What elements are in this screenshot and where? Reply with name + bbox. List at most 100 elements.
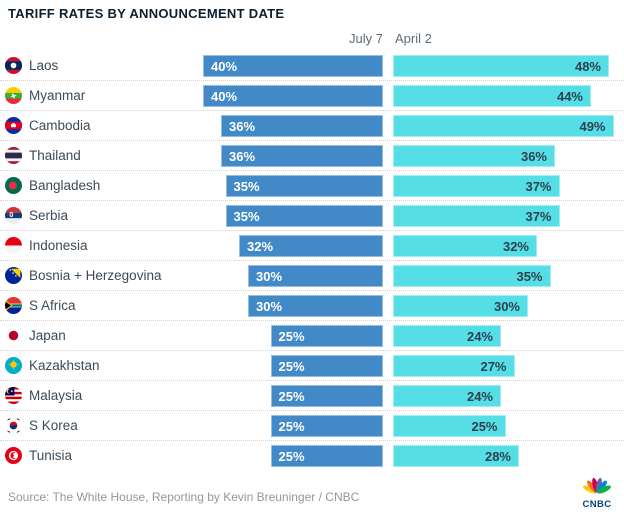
country-label: Bangladesh [29,178,101,193]
bar-april2-value-label: 25% [471,418,498,434]
bar-july7: 36% [221,145,383,167]
country-label: S Africa [29,298,76,313]
bar-april2: 24% [393,385,501,407]
chart-row: Indonesia 32% 32% [0,231,624,261]
flag-kazakhstan-icon [5,357,22,374]
bar-april2-value-label: 32% [502,238,529,254]
flag-bangladesh-icon [5,177,22,194]
chart-row: Kazakhstan 25% 27% [0,351,624,381]
bar-july7: 30% [248,295,383,317]
bar-april2: 35% [393,265,551,287]
country-label: Bosnia + Herzegovina [29,268,162,283]
bar-july7: 25% [270,385,383,407]
bar-april2: 48% [393,55,609,77]
bar-april2: 30% [393,295,528,317]
country-label: Kazakhstan [29,358,100,373]
bar-july7-value-label: 36% [229,148,256,164]
bar-july7-value-label: 30% [256,298,283,314]
chart-title: TARIFF RATES BY ANNOUNCEMENT DATE [8,6,285,21]
flag-myanmar-icon [5,87,22,104]
flag-bosnia-herzegovina-icon [5,267,22,284]
bar-july7-value-label: 36% [229,118,256,134]
chart-row: Serbia 35% 37% [0,201,624,231]
bar-april2: 32% [393,235,537,257]
bar-april2-value-label: 24% [466,328,493,344]
chart-row: Bangladesh 35% 37% [0,171,624,201]
chart-row: Cambodia 36% 49% [0,111,624,141]
series-header-april2: April 2 [395,31,432,46]
cnbc-logo-text: CNBC [582,499,612,510]
bar-april2: 28% [393,445,519,467]
bar-april2-value-label: 30% [493,298,520,314]
chart-row: S Korea 25% 25% [0,411,624,441]
country-label: Serbia [29,208,69,223]
bar-july7: 25% [270,415,383,437]
bar-april2: 24% [393,325,501,347]
bar-july7-value-label: 25% [278,418,305,434]
flag-tunisia-icon [5,447,22,464]
bar-april2: 36% [393,145,555,167]
source-note: Source: The White House, Reporting by Ke… [8,490,360,504]
bar-july7: 30% [248,265,383,287]
chart-rows: Laos 40% 48% Myanmar 40% 44% Cambodia 36… [0,51,624,471]
bar-july7: 36% [221,115,383,137]
bar-july7-value-label: 25% [278,448,305,464]
cnbc-peacock-icon [582,477,612,494]
flag-laos-icon [5,57,22,74]
flag-serbia-icon [5,207,22,224]
bar-july7-value-label: 35% [233,178,260,194]
bar-april2-value-label: 24% [466,388,493,404]
bar-july7: 40% [203,55,383,77]
bar-july7-value-label: 32% [247,238,274,254]
bar-april2-value-label: 49% [579,118,606,134]
flag-s-africa-icon [5,297,22,314]
flag-japan-icon [5,327,22,344]
chart-row: Laos 40% 48% [0,51,624,81]
country-label: Tunisia [29,448,73,463]
cnbc-logo: CNBC [578,475,616,510]
chart-row: Myanmar 40% 44% [0,81,624,111]
series-headers: July 7 April 2 [0,31,624,49]
chart-row: Malaysia 25% 24% [0,381,624,411]
bar-april2-value-label: 36% [520,148,547,164]
chart-row: Thailand 36% 36% [0,141,624,171]
bar-april2-value-label: 44% [556,88,583,104]
bar-july7-value-label: 25% [278,358,305,374]
bar-april2-value-label: 37% [525,208,552,224]
bar-july7-value-label: 25% [278,328,305,344]
bar-april2-value-label: 27% [480,358,507,374]
chart-row: Bosnia + Herzegovina 30% 35% [0,261,624,291]
bar-july7-value-label: 30% [256,268,283,284]
bar-july7: 32% [239,235,383,257]
country-label: Myanmar [29,88,86,103]
bar-july7: 25% [270,325,383,347]
bar-july7: 35% [225,175,383,197]
country-label: Laos [29,58,59,73]
country-label: Japan [29,328,66,343]
bar-april2-value-label: 35% [516,268,543,284]
country-label: S Korea [29,418,78,433]
bar-july7: 25% [270,445,383,467]
bar-april2: 27% [393,355,515,377]
chart-row: Japan 25% 24% [0,321,624,351]
flag-cambodia-icon [5,117,22,134]
bar-april2-value-label: 48% [574,58,601,74]
bar-april2: 25% [393,415,506,437]
bar-july7-value-label: 40% [211,58,238,74]
bar-april2: 49% [393,115,614,137]
chart-row: S Africa 30% 30% [0,291,624,321]
bar-april2-value-label: 37% [525,178,552,194]
bar-july7: 40% [203,85,383,107]
series-header-july7: July 7 [349,31,383,46]
bar-july7: 25% [270,355,383,377]
country-label: Thailand [29,148,81,163]
bar-july7: 35% [225,205,383,227]
flag-indonesia-icon [5,237,22,254]
flag-malaysia-icon [5,387,22,404]
country-label: Malaysia [29,388,83,403]
chart-row: Tunisia 25% 28% [0,441,624,471]
bar-april2: 37% [393,175,560,197]
bar-july7-value-label: 35% [233,208,260,224]
flag-s-korea-icon [5,417,22,434]
